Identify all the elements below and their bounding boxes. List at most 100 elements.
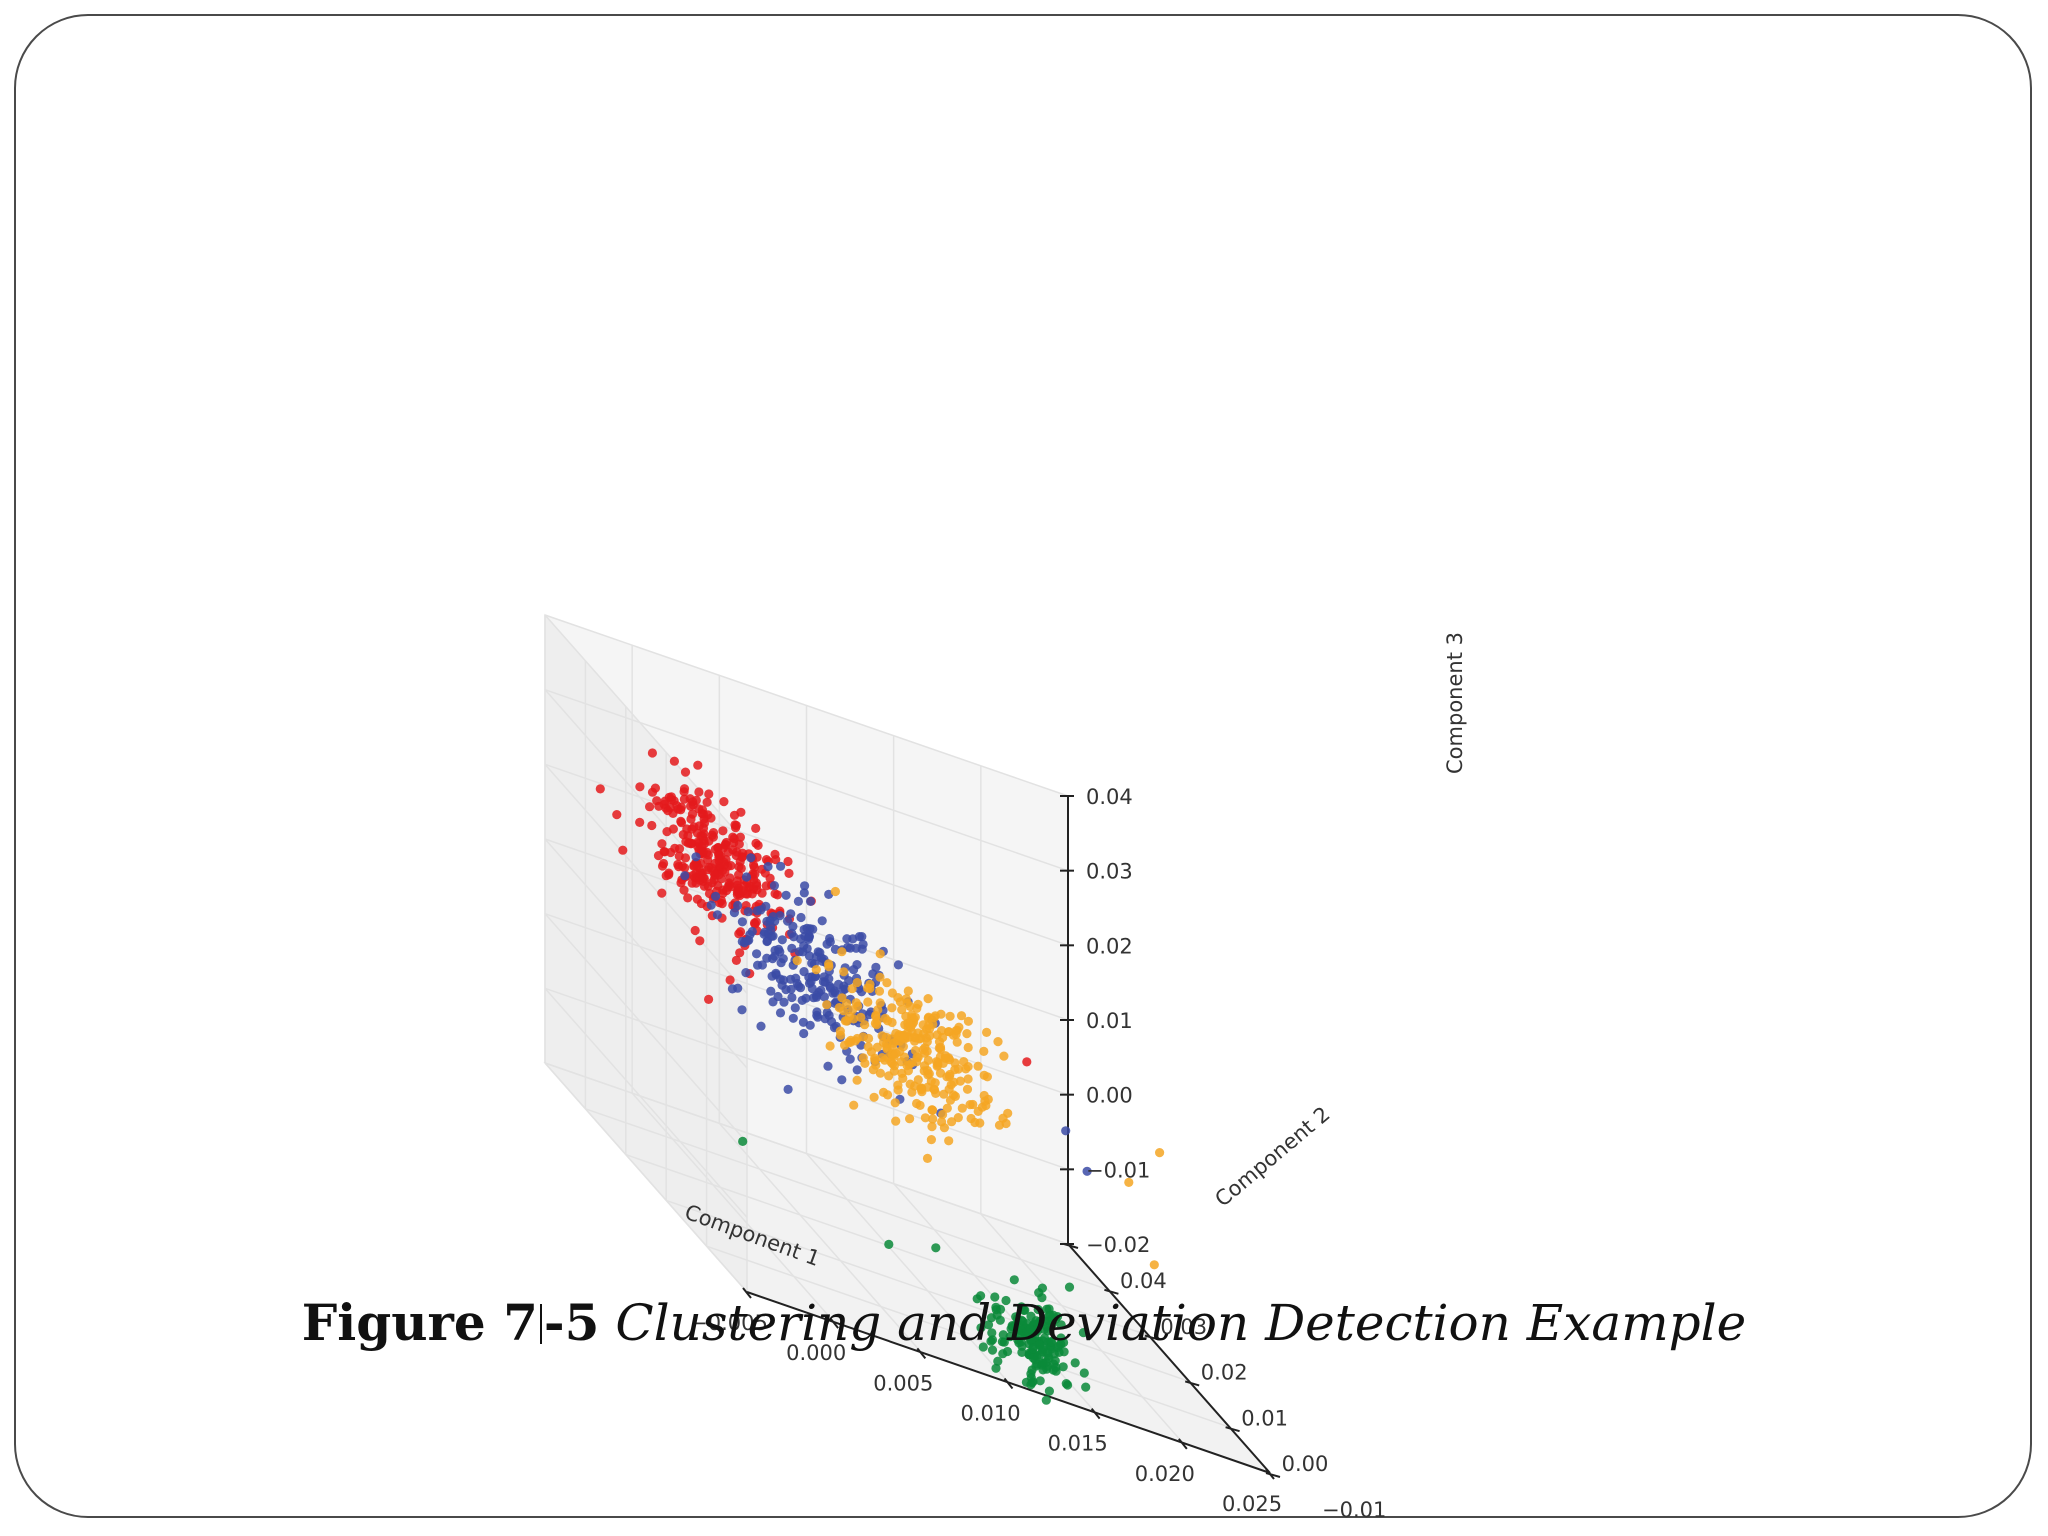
scatter-point: [723, 847, 733, 857]
y-tick-mark: [1144, 1334, 1160, 1341]
x-tick-mark: [829, 1317, 839, 1329]
scatter-point: [595, 784, 605, 794]
scatter-point: [883, 1090, 893, 1100]
scatter-point: [868, 1065, 878, 1075]
scatter-point: [712, 910, 723, 920]
scatter-point: [995, 1315, 1005, 1325]
scatter-point: [1031, 1361, 1041, 1371]
scatter-point: [793, 896, 804, 907]
grid-line: [544, 1062, 748, 1293]
scatter-point: [751, 838, 761, 849]
scatter-point: [1064, 1282, 1075, 1292]
scatter-point: [923, 994, 933, 1004]
scatter-point: [852, 977, 862, 988]
scatter-point: [691, 852, 701, 862]
scatter-point: [976, 1323, 986, 1333]
scatter-point: [972, 1294, 982, 1304]
scatter-point: [938, 1058, 948, 1068]
scatter-point: [852, 1075, 862, 1085]
scatter-point: [893, 960, 904, 970]
scatter-point: [773, 991, 783, 1002]
y-tick-label: 0.03: [1160, 1315, 1207, 1339]
scatter-point: [912, 1057, 922, 1067]
scatter-point: [804, 951, 815, 961]
scatter-point: [647, 820, 657, 831]
scatter-point: [962, 1029, 972, 1039]
scatter-point: [734, 862, 744, 872]
scatter-point: [776, 861, 786, 871]
scatter-point: [744, 935, 754, 945]
scatter-point: [711, 891, 721, 901]
scatter-point: [950, 1091, 961, 1101]
scatter-point: [1002, 1346, 1013, 1357]
scatter-point: [806, 977, 816, 987]
scatter-point: [723, 882, 733, 892]
scatter-point: [851, 943, 861, 953]
scatter-point: [824, 959, 834, 969]
grid-line: [544, 688, 1069, 872]
scatter-point: [865, 983, 875, 994]
scatter-point: [812, 1010, 822, 1021]
scatter-point: [751, 917, 761, 927]
y-axis-line: [1067, 1243, 1271, 1474]
scatter-point: [845, 1054, 855, 1064]
scatter-point: [768, 931, 778, 941]
scatter-point: [694, 787, 704, 797]
scatter-point: [756, 1021, 766, 1031]
scatter-point: [825, 1041, 835, 1051]
scatter-point: [645, 802, 655, 812]
scatter-point: [698, 847, 708, 857]
scatter-point: [903, 986, 913, 996]
scatter-point: [670, 843, 680, 853]
scatter-point: [650, 783, 661, 793]
scatter-point: [775, 1008, 786, 1018]
grid-line: [718, 1122, 922, 1353]
scatter-point: [666, 795, 677, 805]
scatter-point: [799, 888, 809, 898]
scatter-point: [783, 1084, 793, 1094]
scatter-point: [680, 871, 690, 881]
scatter-point: [968, 1099, 978, 1110]
scatter-point: [869, 1092, 879, 1102]
grid-line: [544, 763, 748, 994]
scatter-point: [889, 1066, 899, 1076]
scatter-point: [955, 1076, 966, 1086]
scatter-point: [870, 1055, 880, 1065]
scatter-point: [882, 978, 892, 988]
scatter-point: [1017, 1341, 1027, 1351]
scatter-point: [738, 1136, 748, 1146]
scatter-point: [825, 983, 836, 993]
scatter-point: [847, 1005, 858, 1015]
scatter-point: [891, 1116, 901, 1126]
scatter-point: [786, 984, 796, 994]
scatter-point: [970, 1117, 980, 1128]
scatter-point: [1079, 1368, 1089, 1378]
scatter-point: [1007, 1321, 1017, 1331]
x-tick-mark: [1090, 1408, 1101, 1420]
scatter-point: [743, 907, 753, 917]
scatter-point: [690, 925, 700, 936]
scatter-point: [669, 756, 680, 766]
x-tick-mark: [1003, 1377, 1014, 1390]
y-tick-label: −0.01: [1322, 1498, 1386, 1522]
scatter-point: [819, 992, 830, 1002]
scatter-point: [730, 820, 740, 830]
scatter-point: [749, 875, 759, 885]
scatter-point: [763, 862, 773, 872]
scatter-point: [1058, 1362, 1068, 1372]
scatter-point: [946, 1080, 956, 1090]
scatter-point: [847, 984, 857, 994]
scatter-point: [657, 888, 667, 898]
grid-line: [544, 838, 748, 1069]
scatter-point: [910, 1045, 921, 1056]
y-tick-mark: [1265, 1472, 1281, 1478]
scatter-point: [697, 808, 707, 819]
scatter-point: [870, 1018, 881, 1028]
scatter-point: [719, 797, 729, 807]
scatter-point: [680, 853, 691, 863]
scatter-point: [738, 886, 748, 896]
x-tick-label: 0.000: [786, 1341, 846, 1365]
scatter-point: [1035, 1376, 1045, 1386]
x-tick-label: 0.010: [960, 1402, 1020, 1426]
x-tick-mark: [916, 1347, 927, 1359]
